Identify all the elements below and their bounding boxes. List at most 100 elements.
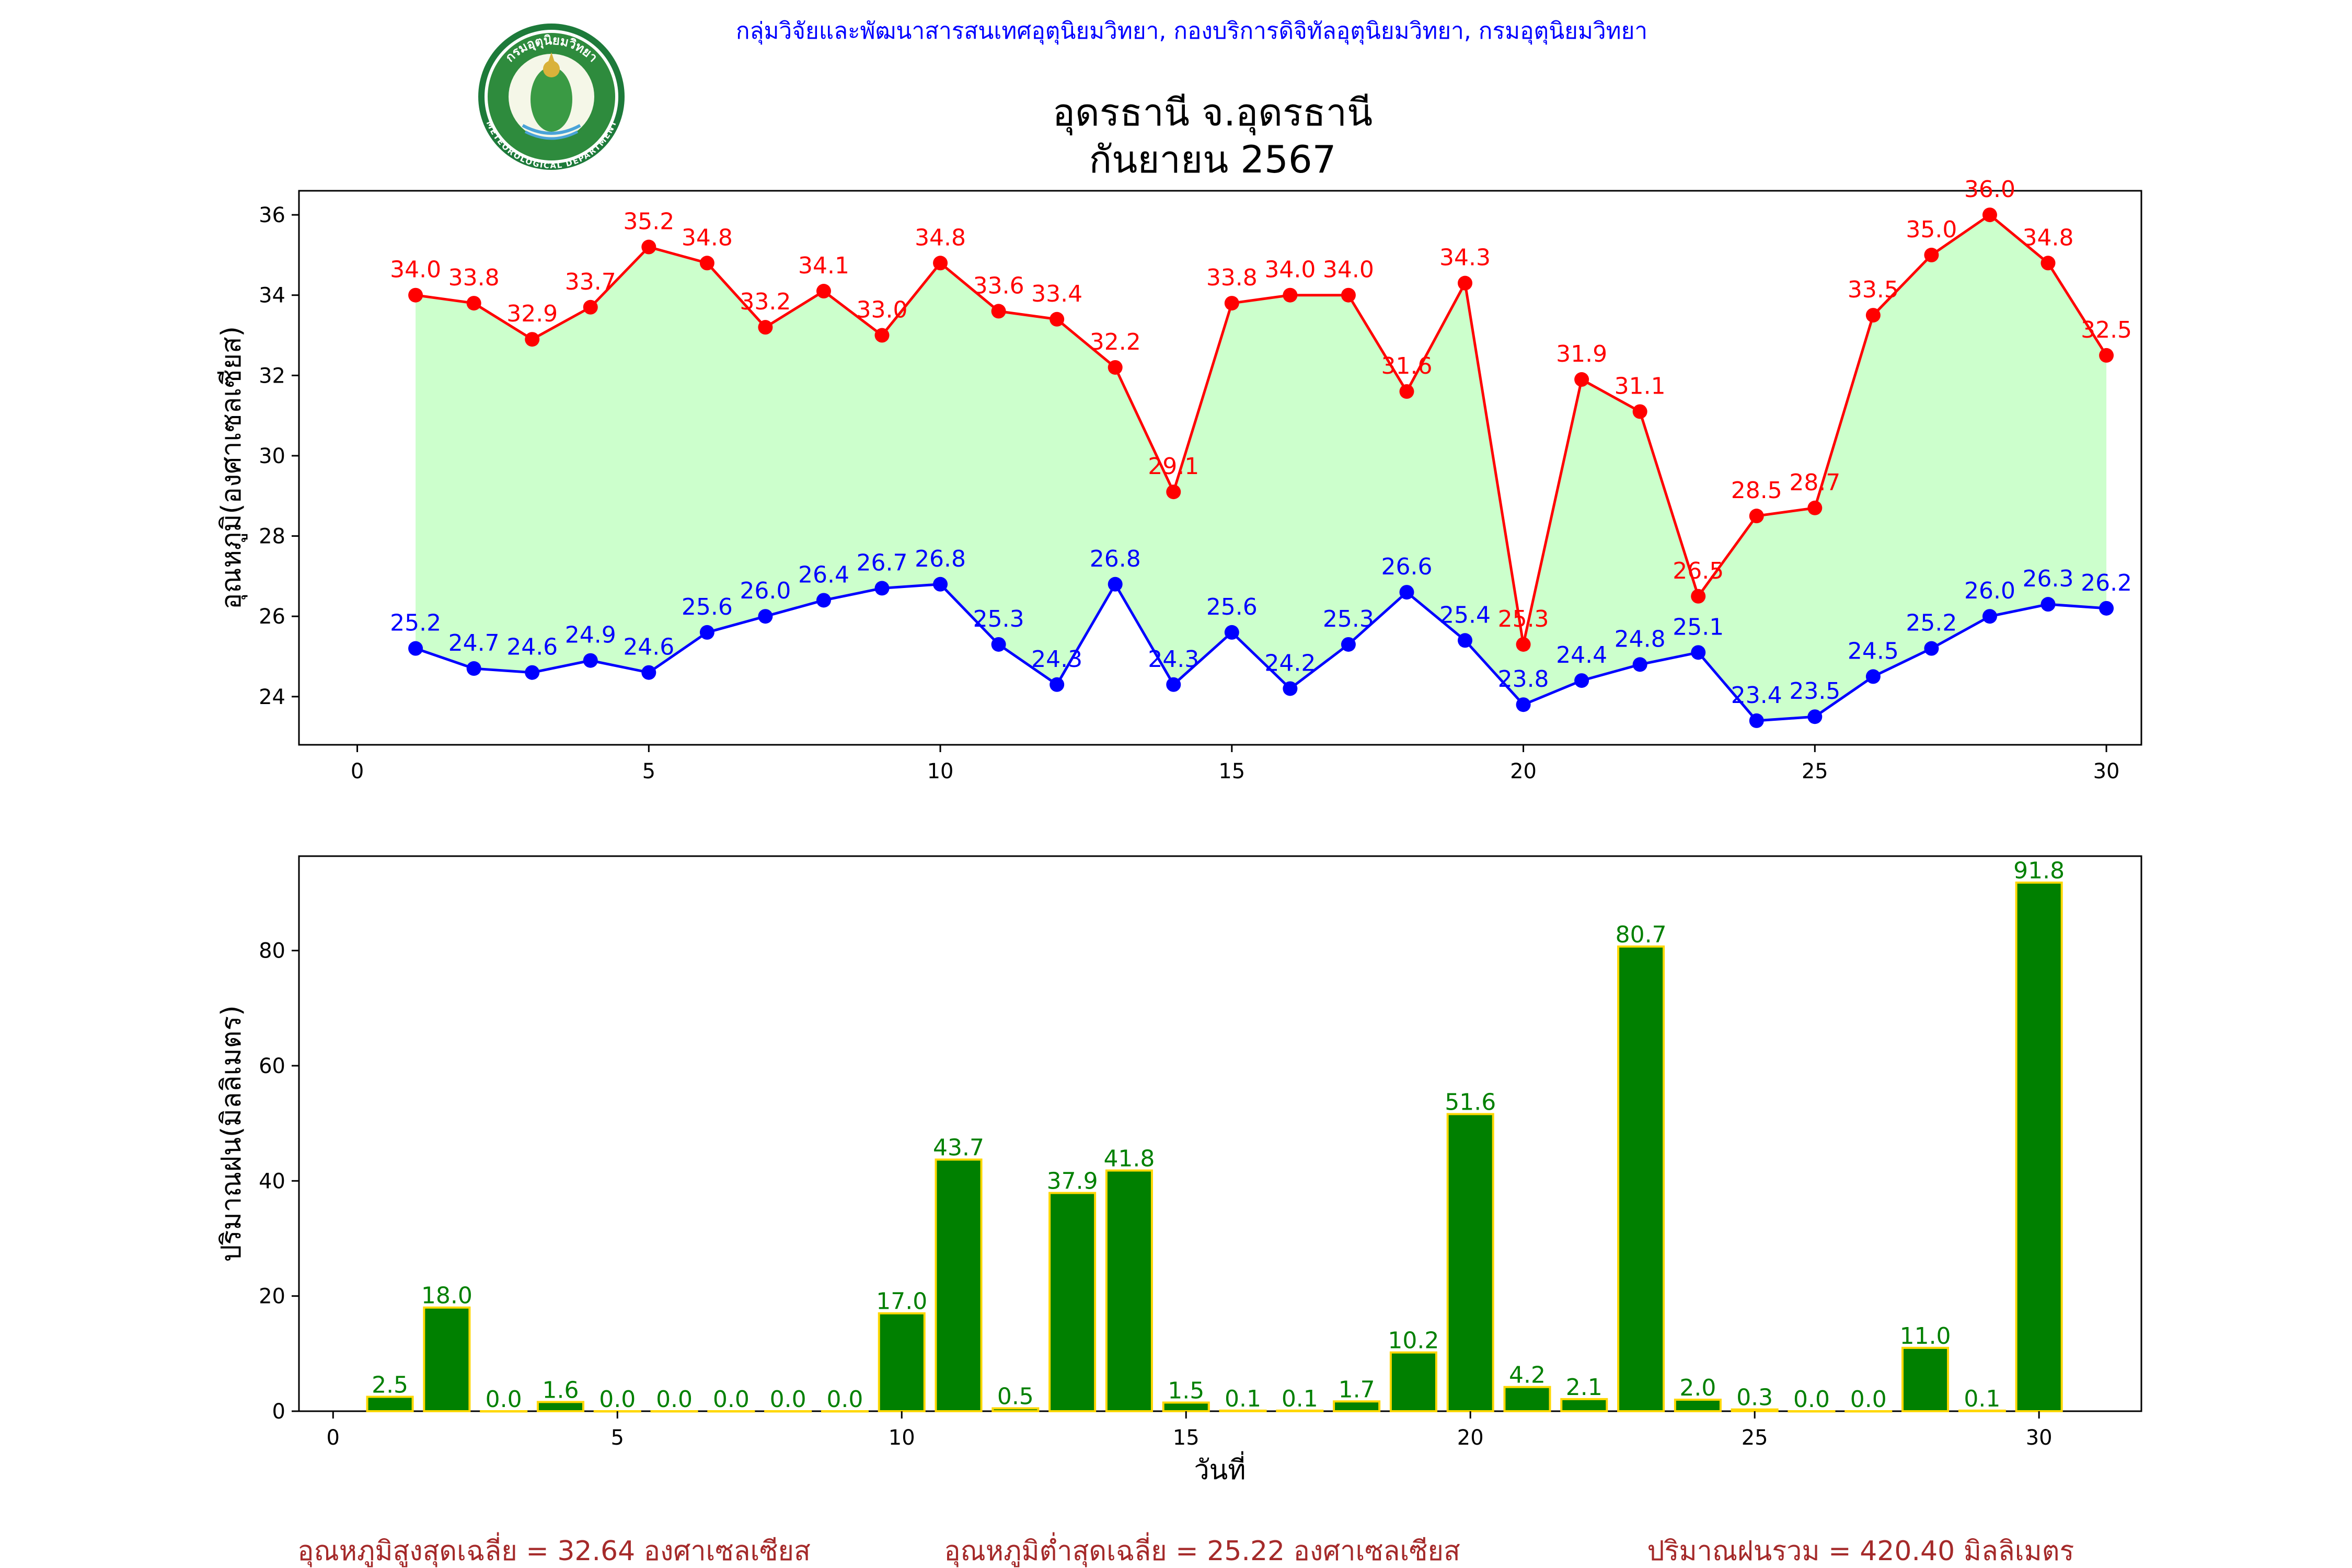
temperature-min-value-label: 26.0 xyxy=(1964,578,2015,604)
temperature-max-value-label: 26.5 xyxy=(1673,558,1724,584)
rainfall-value-label: 1.7 xyxy=(1339,1376,1375,1403)
temperature-min-value-label: 23.5 xyxy=(1789,678,1840,705)
temperature-max-value-label: 34.8 xyxy=(682,224,733,251)
rainfall-value-label: 51.6 xyxy=(1445,1089,1496,1116)
temperature-min-point xyxy=(1574,673,1589,688)
temperature-max-point xyxy=(1166,485,1181,500)
temperature-max-point xyxy=(466,296,481,311)
rainfall-value-label: 0.3 xyxy=(1736,1385,1773,1411)
temperature-max-value-label: 34.0 xyxy=(1264,257,1316,283)
temperature-max-point xyxy=(1224,296,1239,311)
rain-y-tick-label: 80 xyxy=(259,939,285,963)
rainfall-value-label: 0.5 xyxy=(997,1383,1034,1410)
temperature-min-line xyxy=(415,581,2107,722)
rainfall-bar xyxy=(991,1407,1040,1412)
rain-x-tick-label: 10 xyxy=(889,1426,915,1450)
temp-x-tick-label: 0 xyxy=(351,759,364,783)
temperature-max-value-label: 33.4 xyxy=(1031,281,1082,307)
temperature-max-line xyxy=(415,213,2108,645)
temperature-min-point xyxy=(991,637,1006,652)
rainfall-value-label: 11.0 xyxy=(1900,1323,1951,1350)
temperature-min-value-label: 24.5 xyxy=(1848,638,1899,664)
temperature-max-point xyxy=(1050,312,1065,327)
temperature-max-value-label: 32.5 xyxy=(2081,317,2132,343)
rainfall-y-axis-label: ปริมาณฝน(มิลลิเมตร) xyxy=(216,1005,247,1262)
temperature-min-point xyxy=(1458,633,1473,648)
rainfall-value-label: 0.0 xyxy=(713,1386,750,1413)
temperature-max-point xyxy=(1516,637,1531,652)
rainfall-value-label: 1.5 xyxy=(1168,1377,1204,1404)
rainfall-value-label: 2.5 xyxy=(372,1371,408,1398)
temperature-min-point xyxy=(583,653,598,668)
temp-x-tick-label: 15 xyxy=(1218,759,1245,783)
temperature-min-value-label: 25.1 xyxy=(1673,614,1724,640)
temperature-min-value-label: 26.6 xyxy=(1381,554,1432,580)
temperature-min-value-label: 26.7 xyxy=(857,549,908,576)
rainfall-bar xyxy=(1446,1113,1494,1412)
temperature-min-point xyxy=(874,581,890,596)
temperature-min-point xyxy=(1691,645,1706,660)
temperature-min-value-label: 26.3 xyxy=(2023,566,2074,592)
temperature-max-point xyxy=(1458,275,1473,291)
temperature-max-point xyxy=(1283,287,1298,303)
temp-x-tick-label: 5 xyxy=(642,759,655,783)
temperature-max-point xyxy=(874,328,890,343)
temperature-min-value-label: 26.4 xyxy=(798,561,849,588)
rain-x-tick-label: 20 xyxy=(1457,1426,1484,1450)
temperature-min-point xyxy=(816,593,831,608)
temperature-max-point xyxy=(1574,372,1589,387)
rainfall-value-label: 0.1 xyxy=(1225,1386,1261,1412)
rainfall-value-label: 41.8 xyxy=(1103,1146,1155,1172)
temperature-min-point xyxy=(933,577,948,592)
temperature-min-value-label: 25.3 xyxy=(1323,606,1374,632)
rainfall-value-label: 1.6 xyxy=(542,1377,579,1403)
rain-y-tick-label: 0 xyxy=(272,1400,285,1424)
rainfall-bar xyxy=(366,1396,414,1412)
temperature-min-value-label: 25.2 xyxy=(390,610,441,637)
temperature-max-value-label: 34.1 xyxy=(798,252,849,279)
temp-x-tick-label: 30 xyxy=(2093,759,2120,783)
temperature-max-value-label: 34.0 xyxy=(1323,257,1374,283)
temperature-min-point xyxy=(1516,697,1531,712)
rainfall-value-label: 37.9 xyxy=(1047,1168,1098,1194)
logo-figure-icon xyxy=(531,67,572,132)
rainfall-value-label: 0.0 xyxy=(1850,1386,1887,1413)
temperature-min-value-label: 24.4 xyxy=(1556,642,1607,668)
rain-y-tick-label: 60 xyxy=(259,1054,285,1078)
temperature-min-point xyxy=(1807,709,1823,724)
temp-y-tick-label: 26 xyxy=(259,605,285,629)
temperature-max-value-label: 32.9 xyxy=(506,301,558,327)
footer-total-rain: ปริมาณฝนรวม = 420.40 มิลลิเมตร xyxy=(1647,1536,2074,1567)
temperature-min-value-label: 26.2 xyxy=(2081,570,2132,596)
temperature-min-point xyxy=(525,665,540,680)
temperature-max-point xyxy=(699,256,714,271)
rainfall-plot-frame xyxy=(298,855,2142,1412)
temperature-min-value-label: 26.0 xyxy=(740,578,791,604)
rainfall-bar xyxy=(1048,1192,1097,1412)
temp-x-tick-label: 10 xyxy=(927,759,954,783)
chart-title-period: กันยายน 2567 xyxy=(1089,137,1336,181)
temperature-min-value-label: 25.6 xyxy=(1206,594,1258,620)
temperature-min-value-label: 26.8 xyxy=(915,546,966,572)
temperature-max-point xyxy=(525,332,540,347)
temperature-min-point xyxy=(758,609,773,624)
temperature-min-point xyxy=(699,625,714,640)
temperature-min-point xyxy=(1166,677,1181,692)
temperature-min-point xyxy=(1050,677,1065,692)
rainfall-value-label: 0.1 xyxy=(1282,1386,1318,1412)
rainfall-value-label: 18.0 xyxy=(421,1283,472,1309)
temperature-min-value-label: 25.6 xyxy=(682,594,733,620)
rain-x-tick-label: 25 xyxy=(1742,1426,1768,1450)
temperature-max-value-label: 25.3 xyxy=(1498,606,1549,632)
temperature-max-point xyxy=(1691,589,1706,604)
temperature-min-point xyxy=(466,661,481,676)
rainfall-value-label: 2.0 xyxy=(1679,1375,1716,1401)
temperature-min-point xyxy=(1632,657,1647,672)
temperature-max-point xyxy=(933,256,948,271)
temp-x-tick-label: 20 xyxy=(1510,759,1537,783)
temp-y-tick-label: 24 xyxy=(259,685,285,709)
temperature-max-value-label: 33.5 xyxy=(1848,276,1899,303)
rain-x-tick-label: 5 xyxy=(611,1426,624,1450)
rainfall-bar xyxy=(650,1410,698,1413)
